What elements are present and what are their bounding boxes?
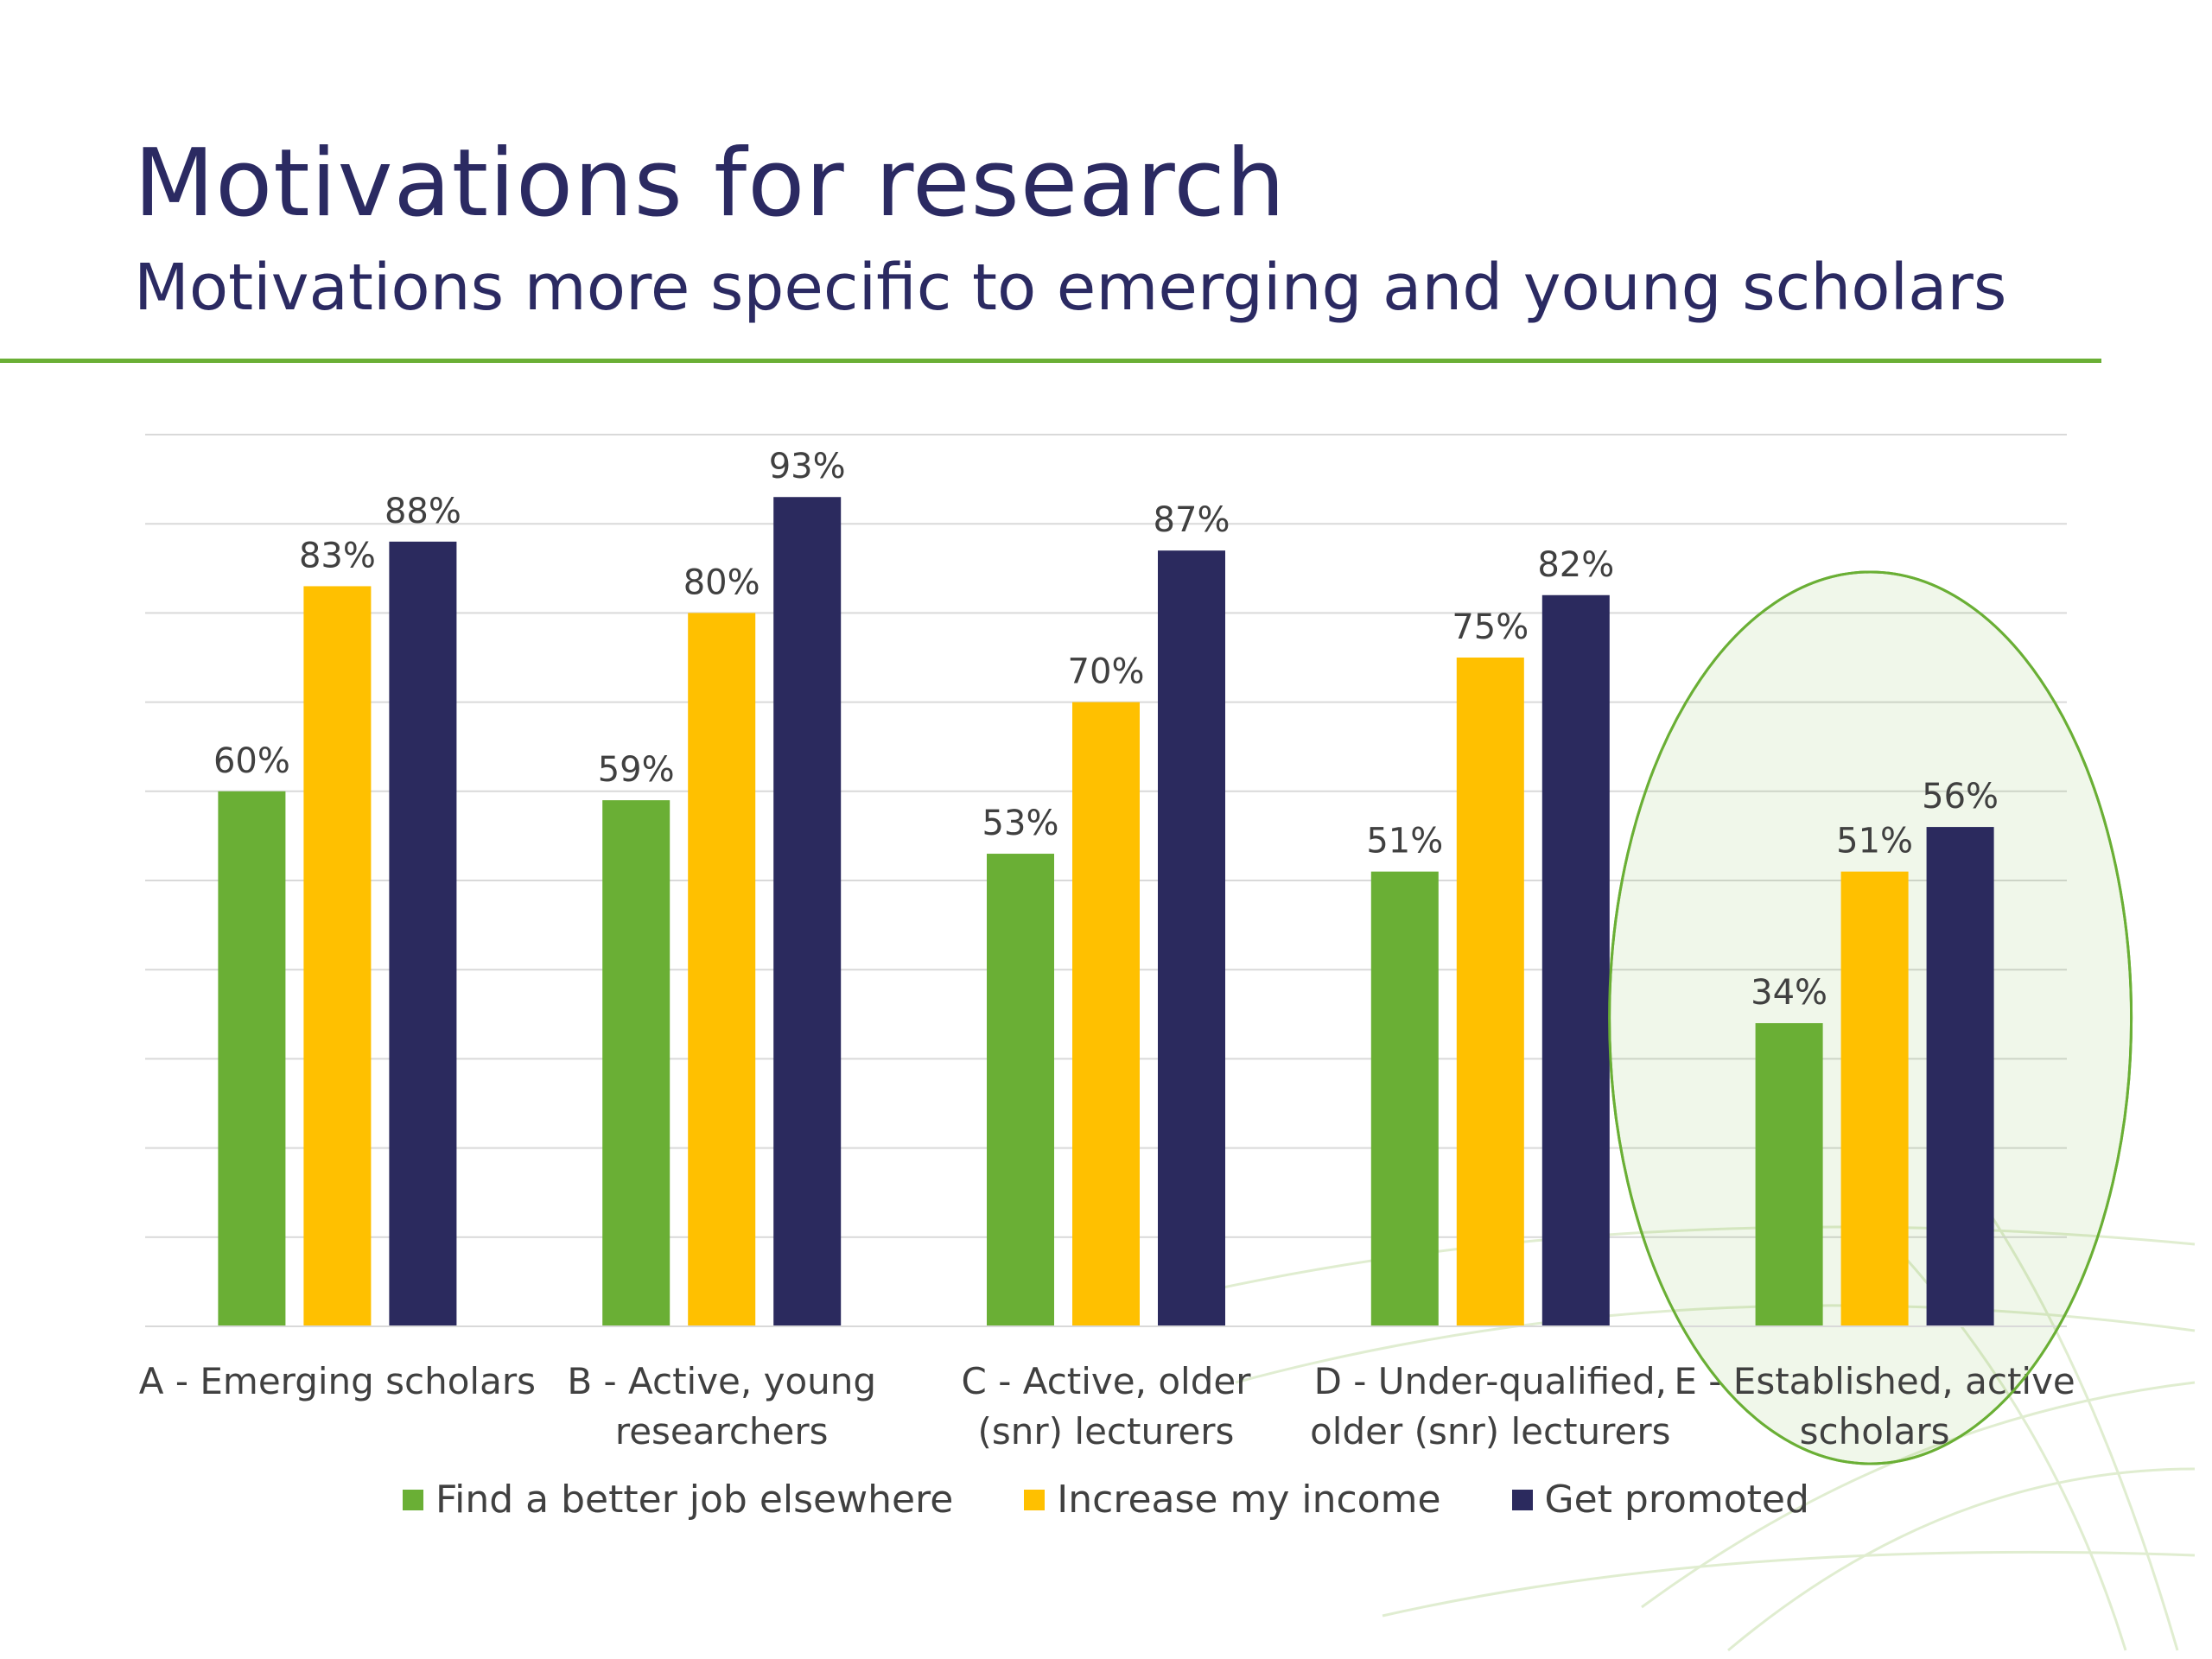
title-divider bbox=[0, 359, 2101, 363]
data-label: 82% bbox=[1537, 545, 1614, 585]
data-labels: 60% 83%88% 59% 80% 93% 53% 70% 87% 51% 75%82% 34% 5… bbox=[213, 447, 1999, 1013]
bar bbox=[1370, 871, 1439, 1326]
bars bbox=[218, 497, 1994, 1326]
slide-title: Motivations for research bbox=[134, 130, 1287, 238]
x-tick-label: researchers bbox=[615, 1410, 829, 1452]
data-label: 51% bbox=[1366, 822, 1443, 861]
bar bbox=[1158, 550, 1225, 1326]
data-label: 87% bbox=[1154, 500, 1230, 540]
legend-label: Find a better job elsewhere bbox=[435, 1478, 954, 1522]
data-label: 83% bbox=[299, 536, 376, 575]
data-label: 34% bbox=[1751, 973, 1827, 1013]
legend-swatch bbox=[1511, 1489, 1533, 1510]
bar bbox=[1541, 594, 1610, 1326]
data-label: 51% bbox=[1836, 822, 1913, 861]
chart-legend: Find a better job elsewhere Increase my i… bbox=[0, 1478, 2212, 1522]
x-tick-label: (snr) lecturers bbox=[978, 1410, 1235, 1452]
legend-swatch bbox=[403, 1489, 424, 1510]
data-label: 70% bbox=[1068, 652, 1145, 692]
legend-swatch bbox=[1024, 1489, 1046, 1510]
bar bbox=[389, 541, 457, 1326]
highlight-ellipse-outline bbox=[1608, 570, 2133, 1465]
x-tick-label: A - Emerging scholars bbox=[139, 1360, 536, 1402]
legend-item: Increase my income bbox=[1024, 1478, 1441, 1522]
bar bbox=[987, 854, 1054, 1326]
legend-item: Find a better job elsewhere bbox=[403, 1478, 953, 1522]
x-tick-label: older (snr) lecturers bbox=[1310, 1410, 1670, 1452]
bar bbox=[773, 497, 842, 1326]
bar bbox=[602, 800, 671, 1326]
legend-item: Get promoted bbox=[1511, 1478, 1809, 1522]
x-tick-label: C - Active, older bbox=[962, 1360, 1252, 1402]
bar bbox=[303, 586, 372, 1326]
data-label: 60% bbox=[213, 741, 290, 781]
data-label: 59% bbox=[598, 750, 675, 790]
x-tick-label: D - Under-qualified, bbox=[1314, 1360, 1667, 1402]
bar bbox=[218, 791, 286, 1326]
slide-subtitle: Motivations more specific to emerging an… bbox=[134, 251, 2007, 325]
bar bbox=[1926, 827, 1994, 1326]
bar bbox=[688, 613, 756, 1326]
data-label: 88% bbox=[385, 492, 461, 531]
legend-label: Get promoted bbox=[1544, 1478, 1809, 1522]
bar bbox=[1840, 871, 1909, 1326]
bar bbox=[1072, 702, 1140, 1326]
data-label: 93% bbox=[769, 447, 846, 486]
x-tick-label: B - Active, young bbox=[567, 1360, 876, 1402]
data-label: 75% bbox=[1452, 607, 1529, 647]
x-tick-label: E - Established, active bbox=[1674, 1360, 2075, 1402]
legend-label: Increase my income bbox=[1057, 1478, 1441, 1522]
x-axis-labels: A - Emerging scholars B - Active, young re… bbox=[139, 1360, 2075, 1452]
bar bbox=[1456, 658, 1524, 1326]
x-tick-label: scholars bbox=[1800, 1410, 1950, 1452]
data-label: 53% bbox=[982, 804, 1059, 843]
data-label: 80% bbox=[683, 563, 760, 602]
bar bbox=[1755, 1023, 1823, 1326]
data-label: 56% bbox=[1922, 777, 1999, 817]
